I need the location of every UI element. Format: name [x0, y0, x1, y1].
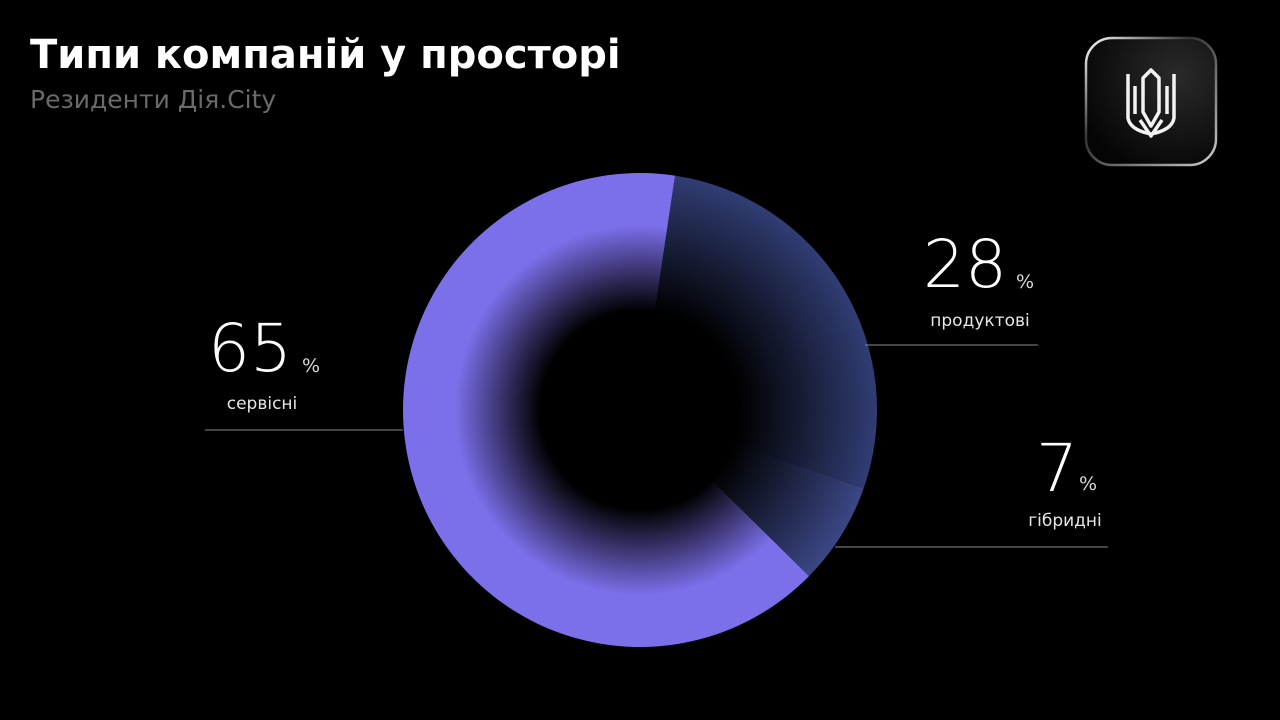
logo	[1084, 36, 1218, 167]
unit-label: %	[302, 355, 320, 377]
pie-slice	[402, 173, 810, 647]
value-label: 28	[923, 226, 1007, 303]
chart-subtitle: Резиденти Дія.City	[30, 85, 276, 114]
category-label: продуктові	[930, 311, 1029, 331]
category-label: гібридні	[1028, 511, 1102, 531]
unit-label: %	[1079, 473, 1097, 495]
pie-slice	[640, 175, 877, 489]
unit-label: %	[1016, 271, 1034, 293]
pie-slice	[640, 410, 864, 577]
pie	[402, 173, 877, 647]
value-label: 7	[1036, 430, 1078, 507]
value-label: 65	[208, 310, 292, 387]
chart-title: Типи компаній у просторі	[30, 32, 621, 78]
category-label: сервісні	[227, 394, 298, 414]
